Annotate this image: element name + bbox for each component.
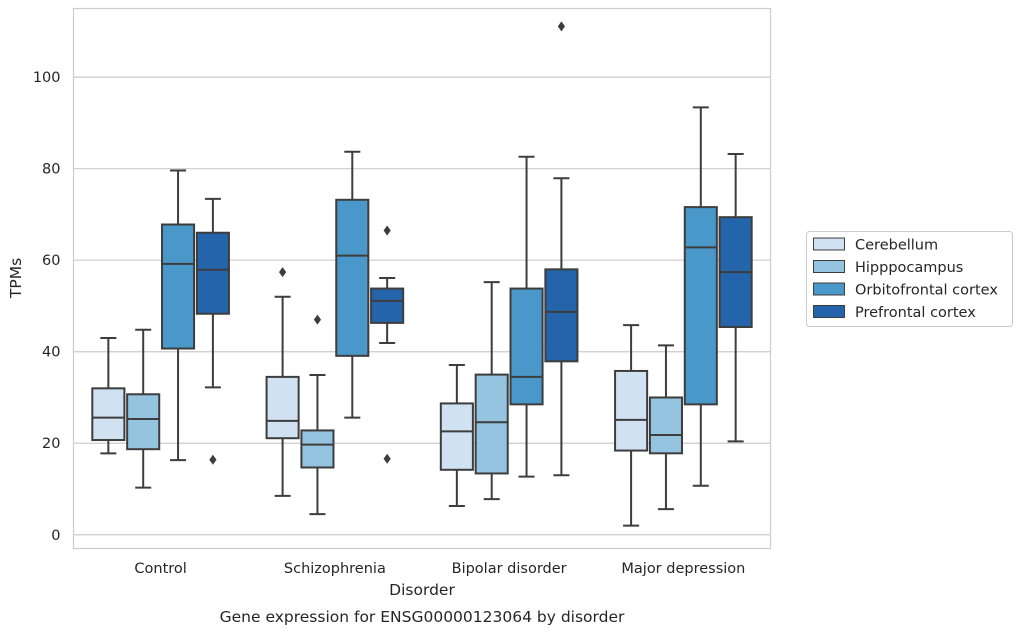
chart-caption: Gene expression for ENSG00000123064 by d… [220,608,625,626]
box [614,324,649,527]
y-tick-label: 20 [42,436,60,452]
series-hipppocampus [126,281,683,516]
box-series-layer [91,21,753,527]
y-tick-labels: 0 20 40 60 80 100 [33,70,61,544]
x-tick-label: Control [134,561,186,577]
legend-label: Prefrontal cortex [855,305,976,321]
y-tick-label: 40 [42,345,60,361]
box-body [683,206,718,406]
box-body [335,198,370,357]
y-tick-label: 80 [42,162,60,178]
box [265,267,300,497]
box-body [614,369,649,452]
legend-label: Cerebellum [855,238,938,254]
box [648,344,683,511]
legend-item: Prefrontal cortex [813,305,976,321]
box-body [265,375,300,440]
x-tick-label: Schizophrenia [284,561,386,577]
legend-item: Orbitofrontal cortex [813,282,998,299]
outlier-point [313,314,322,325]
series-prefrontal-cortex [195,21,753,477]
box [683,106,718,487]
legend-item: Cerebellum [813,237,938,254]
box-body [370,287,405,324]
box [718,153,753,443]
legend-swatch [813,305,845,318]
outlier-point [279,267,287,278]
box [439,363,474,507]
y-tick-label: 0 [51,528,60,544]
box-body [509,287,544,406]
box-body [300,429,335,469]
series-cerebellum [91,267,649,527]
box-body [161,223,196,350]
legend-label: Orbitofrontal cortex [855,283,998,299]
outlier-point [383,453,391,464]
box-body [91,387,126,442]
box [370,225,405,464]
box [474,281,509,501]
outlier-point [557,21,565,32]
box [91,336,126,455]
y-axis-label: TPMs [7,258,25,299]
box [300,314,335,516]
legend: Cerebellum Hipppocampus Orbitofrontal cort… [806,231,1013,327]
box [126,328,161,489]
legend-swatch [813,260,845,273]
legend-swatch [813,237,845,251]
box-body [439,402,474,471]
x-tick-labels: Control Schizophrenia Bipolar disorder Majo… [134,561,745,577]
y-tick-label: 60 [42,253,60,269]
box-body [126,393,161,451]
x-tick-label: Major depression [621,561,745,577]
y-tick-label: 100 [33,70,61,86]
legend-frame [806,231,1013,327]
outlier-point [383,225,391,236]
legend-label: Hipppocampus [855,260,963,276]
box [195,197,230,465]
box [509,155,544,478]
box [335,150,370,419]
box-body [544,268,579,363]
legend-swatch [813,282,845,296]
x-axis-label: Disorder [389,581,455,599]
box [544,21,579,477]
box-body [648,396,683,455]
outlier-point [209,454,217,465]
box [161,169,196,462]
legend-item: Hipppocampus [813,260,963,276]
box-body [195,231,230,315]
box-body [474,373,509,475]
plot-area-frame [72,7,772,550]
series-orbitofrontal-cortex [161,106,718,487]
x-tick-label: Bipolar disorder [452,561,567,577]
